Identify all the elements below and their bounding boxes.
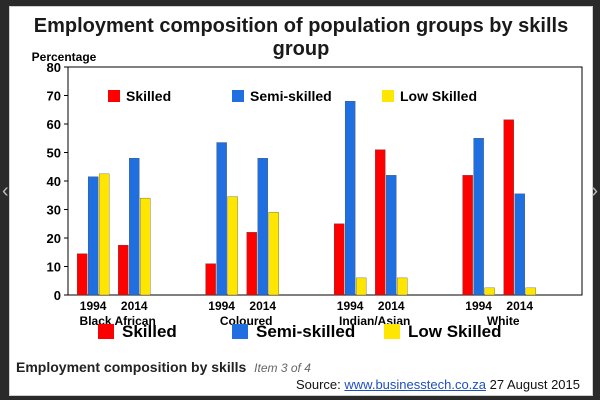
caption: Employment composition by skills Item 3 … — [16, 359, 311, 375]
bar-low-skilled-1 — [140, 197, 151, 296]
bar-semi-skilled-6 — [473, 138, 484, 296]
x-tick-label: 2014 — [506, 299, 533, 313]
source-line: Source: www.businesstech.co.za 27 August… — [296, 377, 580, 392]
legend-swatch-top — [382, 90, 394, 102]
legend-swatch-top — [232, 90, 244, 102]
legend-label-bottom: Semi-skilled — [256, 322, 355, 341]
chart-area: 0 10 20 30 40 50 60 70 80 Percentage 1994 2014 1994 2… — [10, 45, 592, 345]
bar-skilled-7 — [503, 119, 514, 296]
bar-skilled-5 — [375, 149, 386, 296]
y-tick-label: 30 — [47, 203, 61, 218]
bar-semi-skilled-0 — [87, 176, 99, 296]
x-tick-label: 1994 — [80, 299, 107, 313]
bar-low-skilled-7 — [525, 287, 536, 296]
bar-skilled-4 — [333, 223, 345, 296]
bar-skilled-0 — [76, 253, 88, 296]
bar-semi-skilled-7 — [514, 193, 525, 296]
y-tick-label: 60 — [47, 117, 61, 132]
x-tick-label: 2014 — [121, 299, 148, 313]
prev-arrow-icon[interactable]: ‹ — [2, 180, 9, 202]
legend-swatch-bottom — [98, 324, 114, 339]
bar-low-skilled-4 — [355, 277, 367, 296]
y-axis-label: Percentage — [32, 50, 97, 64]
bar-skilled-6 — [462, 175, 473, 296]
x-tick-label: 2014 — [249, 299, 276, 313]
legend-label-top: Semi-skilled — [250, 88, 332, 104]
y-tick-label: 40 — [47, 174, 61, 189]
group-label: White — [487, 314, 520, 328]
y-tick-label: 50 — [47, 146, 61, 161]
bar-low-skilled-0 — [98, 173, 110, 296]
source-prefix: Source: — [295, 377, 341, 392]
bar-low-skilled-6 — [484, 287, 495, 296]
bar-semi-skilled-2 — [216, 142, 227, 296]
bar-skilled-2 — [205, 263, 216, 296]
bar-low-skilled-2 — [227, 196, 238, 296]
y-tick-label: 10 — [47, 260, 61, 275]
source-link[interactable]: www.businesstech.co.za — [344, 377, 487, 392]
x-tick-label: 1994 — [208, 299, 235, 313]
bar-skilled-3 — [246, 232, 257, 296]
legend-label-top: Skilled — [126, 88, 171, 104]
bar-low-skilled-5 — [397, 277, 408, 296]
source-date: 27 August 2015 — [489, 377, 580, 392]
y-tick-label: 0 — [54, 288, 61, 303]
x-tick-label: 1994 — [465, 299, 492, 313]
legend-swatch-bottom — [384, 324, 400, 339]
x-tick-label: 1994 — [337, 299, 364, 313]
bar-semi-skilled-5 — [386, 175, 397, 296]
y-tick-label: 80 — [47, 60, 61, 75]
legend-label-bottom: Low Skilled — [408, 322, 502, 341]
legend-label-bottom: Skilled — [122, 322, 177, 341]
y-tick-label: 20 — [47, 231, 61, 246]
next-arrow-icon[interactable]: › — [591, 180, 598, 202]
bar-semi-skilled-1 — [129, 158, 140, 296]
slide-card: Employment composition of population gro… — [9, 6, 593, 396]
chart-title: Employment composition of population gro… — [33, 15, 569, 60]
legend-swatch-top — [108, 90, 120, 102]
caption-item: Item 3 of 4 — [254, 361, 311, 375]
bar-semi-skilled-4 — [344, 101, 356, 296]
y-tick-label: 70 — [47, 89, 61, 104]
caption-text: Employment composition by skills — [16, 359, 247, 375]
legend-label-top: Low Skilled — [400, 88, 477, 104]
bar-semi-skilled-3 — [257, 158, 268, 296]
bar-low-skilled-3 — [268, 212, 279, 296]
legend-swatch-bottom — [232, 324, 248, 339]
bar-skilled-1 — [118, 244, 129, 296]
x-tick-label: 2014 — [378, 299, 405, 313]
